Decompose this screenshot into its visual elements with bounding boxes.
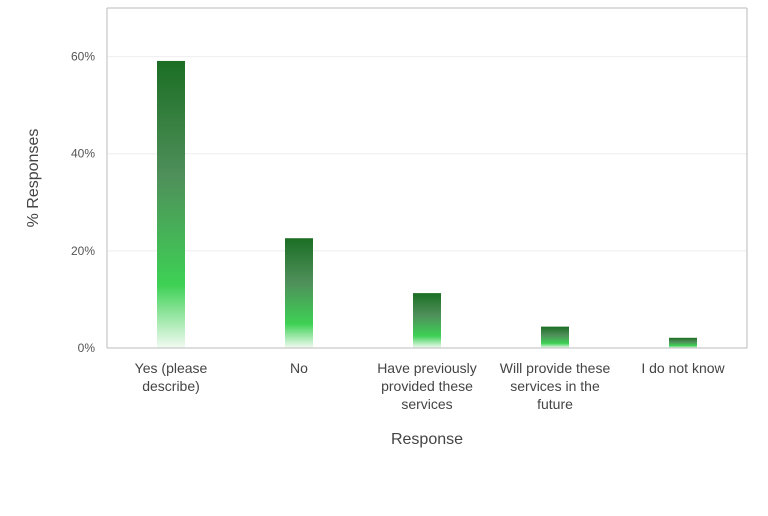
y-axis-title: % Responses (25, 129, 42, 228)
x-category-label: Have previously provided these services (377, 360, 477, 412)
x-category-label: Yes (please describe) (135, 360, 208, 394)
x-category-label: No (290, 360, 308, 376)
bar (413, 293, 441, 348)
x-category-label: Will provide these services in the future (500, 360, 611, 412)
y-tick-label: 60% (71, 50, 95, 64)
bar (541, 326, 569, 348)
bar (157, 60, 185, 348)
bar (285, 238, 313, 348)
plot-area (107, 8, 747, 348)
axes (106, 7, 748, 349)
y-tick-labels: 0% 20% 40% 60% (71, 50, 95, 355)
y-tick-label: 40% (71, 147, 95, 161)
y-tick-label: 0% (78, 341, 96, 355)
bar (669, 337, 697, 348)
x-category-label: I do not know (641, 360, 725, 376)
grid-lines (107, 56, 747, 252)
bars (157, 60, 697, 348)
x-axis-title: Response (391, 431, 463, 448)
y-tick-label: 20% (71, 244, 95, 258)
x-category-labels: Yes (please describe) No Have previously pro… (135, 360, 726, 412)
